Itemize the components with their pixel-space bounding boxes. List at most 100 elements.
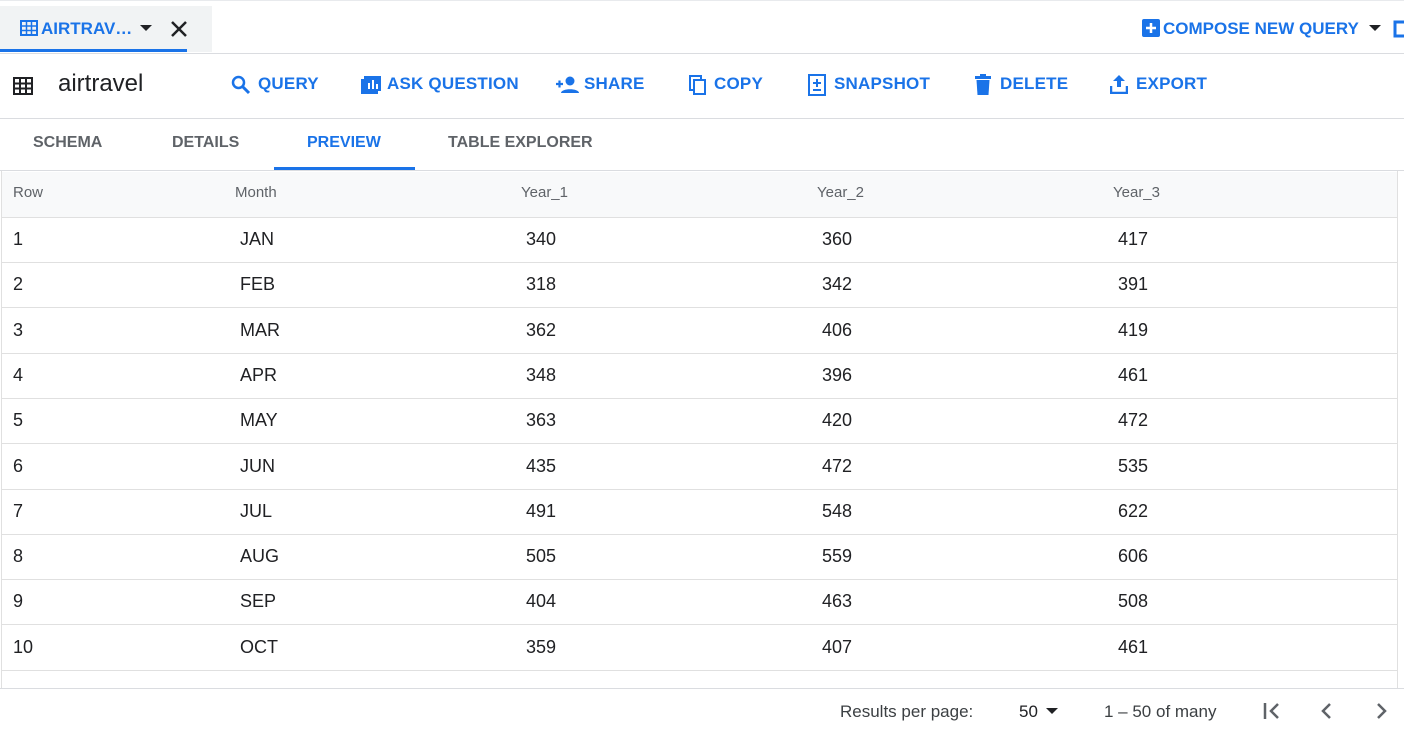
delete-button[interactable]: DELETE xyxy=(1000,74,1069,93)
column-header: Year_3 xyxy=(1113,184,1160,201)
partial-icon xyxy=(1393,20,1404,38)
column-header: Month xyxy=(235,184,277,201)
cell: 1 xyxy=(13,229,24,249)
tab[interactable]: SCHEMA xyxy=(33,134,103,151)
query-button[interactable]: QUERY xyxy=(258,74,319,93)
cell: 535 xyxy=(1118,455,1149,476)
column-header: Year_2 xyxy=(817,184,864,201)
tab-title[interactable]: AIRTRAV… xyxy=(41,19,133,38)
cell: 435 xyxy=(526,455,557,476)
compose-dropdown[interactable] xyxy=(1369,25,1381,32)
copy-button[interactable]: COPY xyxy=(714,74,763,93)
cell: 8 xyxy=(13,546,24,567)
cell: 5 xyxy=(13,410,24,431)
cell: 318 xyxy=(526,274,557,295)
share-icon xyxy=(556,76,579,93)
cell: MAY xyxy=(240,410,278,431)
divider xyxy=(0,688,1404,689)
table-header xyxy=(2,172,1397,218)
cell: 606 xyxy=(1118,546,1149,567)
cell: 548 xyxy=(822,500,853,521)
cell: 406 xyxy=(822,319,853,340)
cell: 419 xyxy=(1118,319,1149,340)
delete-icon xyxy=(975,74,991,95)
column-header: Row xyxy=(13,184,44,201)
cell: 508 xyxy=(1118,591,1149,612)
ask-question-button[interactable]: ASK QUESTION xyxy=(387,74,519,93)
snapshot-button[interactable]: SNAPSHOT xyxy=(834,74,931,93)
row-divider xyxy=(2,307,1398,309)
cell: APR xyxy=(240,364,278,385)
first-page[interactable] xyxy=(1263,702,1283,720)
cell: 4 xyxy=(13,364,24,385)
next-page[interactable] xyxy=(1374,702,1390,720)
cell: 9 xyxy=(13,591,24,612)
page-range: 1 – 50 of many xyxy=(1104,702,1217,721)
cell: 622 xyxy=(1118,500,1149,521)
close-icon[interactable] xyxy=(170,20,188,38)
table-title: airtravel xyxy=(58,70,144,97)
cell: MAR xyxy=(240,319,280,340)
tab-indicator xyxy=(274,167,415,170)
cell: 391 xyxy=(1118,274,1149,295)
cell: SEP xyxy=(240,591,277,612)
table-icon xyxy=(20,20,38,36)
divider xyxy=(0,170,1404,171)
cell: 505 xyxy=(526,546,557,567)
prev-page[interactable] xyxy=(1318,702,1334,720)
page-size-arrow[interactable] xyxy=(1046,708,1058,715)
ask-icon xyxy=(361,76,381,94)
divider xyxy=(0,118,1404,119)
cell: 2 xyxy=(13,274,24,295)
tab[interactable]: DETAILS xyxy=(172,134,240,151)
cell: 559 xyxy=(822,546,853,567)
column-header: Year_1 xyxy=(521,184,568,201)
cell: 10 xyxy=(13,636,34,657)
row-divider xyxy=(2,624,1398,626)
cell: 491 xyxy=(526,500,557,521)
cell: 342 xyxy=(822,274,853,295)
page-size-label: Results per page: xyxy=(840,702,974,721)
cell: 461 xyxy=(1118,364,1149,385)
dataset-icon xyxy=(13,77,33,95)
row-divider xyxy=(2,533,1398,535)
cell: FEB xyxy=(240,274,276,295)
cell: 348 xyxy=(526,364,557,385)
plus-icon xyxy=(1142,19,1160,37)
cell: 360 xyxy=(822,229,853,249)
compose-button[interactable]: COMPOSE NEW QUERY xyxy=(1163,19,1359,38)
export-icon xyxy=(1110,75,1128,94)
cell: 472 xyxy=(1118,410,1149,431)
copy-icon xyxy=(689,75,706,95)
cell: 6 xyxy=(13,455,24,476)
tab-bar xyxy=(0,0,1404,54)
row-divider xyxy=(2,488,1398,490)
cell: 417 xyxy=(1118,229,1149,249)
cell: AUG xyxy=(240,546,280,567)
tab[interactable]: PREVIEW xyxy=(307,134,381,151)
export-button[interactable]: EXPORT xyxy=(1136,74,1208,93)
row-divider xyxy=(2,579,1398,581)
row-divider xyxy=(2,443,1398,445)
cell: 359 xyxy=(526,636,557,657)
page-size-select[interactable]: 50 xyxy=(1019,702,1038,721)
cell: 472 xyxy=(822,455,853,476)
cell: 463 xyxy=(822,591,853,612)
cell: 7 xyxy=(13,500,24,521)
tab[interactable]: TABLE EXPLORER xyxy=(448,134,593,151)
tab-indicator xyxy=(0,49,187,52)
cell: 407 xyxy=(822,636,853,657)
dropdown-arrow[interactable] xyxy=(140,25,152,32)
cell: 461 xyxy=(1118,636,1149,657)
row-divider xyxy=(2,397,1398,399)
table xyxy=(1,171,1398,688)
share-button[interactable]: SHARE xyxy=(584,74,645,93)
cell: OCT xyxy=(240,636,278,657)
cell: JUL xyxy=(240,500,273,521)
cell: 363 xyxy=(526,410,557,431)
snapshot-icon xyxy=(808,74,826,96)
open-tab[interactable] xyxy=(0,6,212,52)
cell: 420 xyxy=(822,410,853,431)
row-divider xyxy=(2,669,1398,671)
